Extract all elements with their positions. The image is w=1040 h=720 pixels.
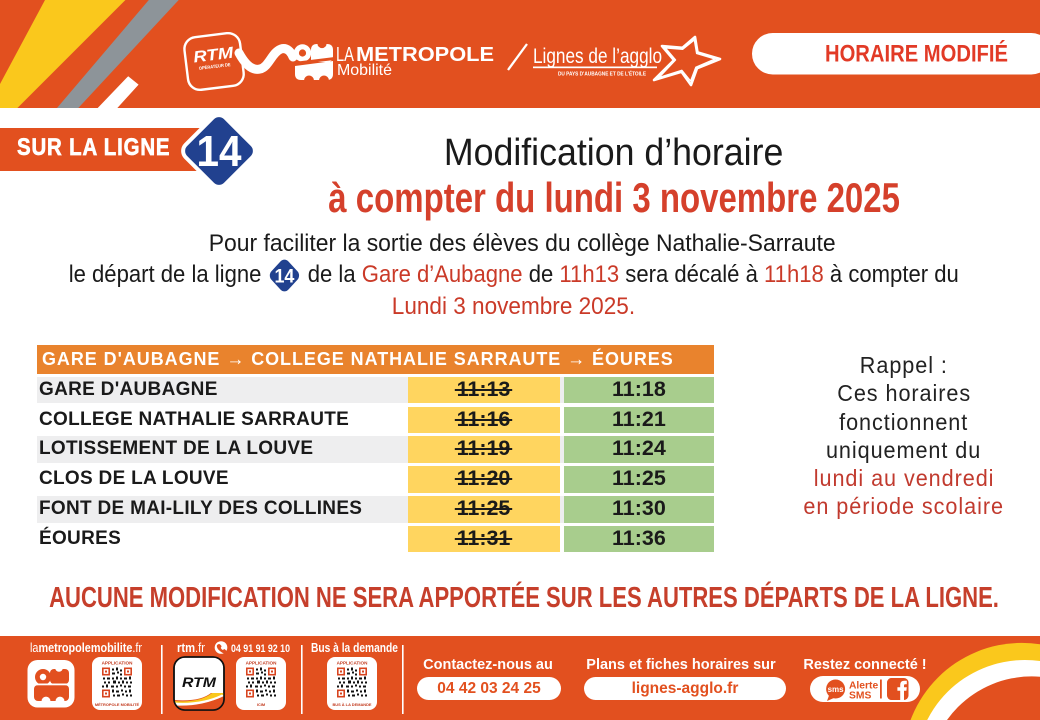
svg-text:Lignes de l’agglo: Lignes de l’agglo: [533, 45, 662, 68]
svg-text:14: 14: [275, 265, 296, 287]
svg-text:LA: LA: [336, 43, 354, 66]
svg-text:14: 14: [197, 127, 242, 176]
svg-text:SMS: SMS: [849, 690, 871, 701]
svg-text:MÉTROPOLE MOBILITÉ: MÉTROPOLE MOBILITÉ: [95, 702, 140, 707]
svg-text:OPÉRATEUR DE: OPÉRATEUR DE: [198, 60, 231, 71]
svg-text:HORAIRE MODIFIÉ: HORAIRE MODIFIÉ: [825, 40, 1008, 68]
svg-text:RTM: RTM: [182, 674, 216, 690]
svg-text:DU PAYS D’AUBAGNE ET DE L’ÉTOI: DU PAYS D’AUBAGNE ET DE L’ÉTOILE: [558, 70, 646, 78]
svg-text:BUS À LA DEMANDE: BUS À LA DEMANDE: [333, 702, 372, 707]
svg-text:RTM: RTM: [192, 45, 235, 67]
svg-text:METROPOLE: METROPOLE: [356, 43, 494, 66]
svg-text:sms: sms: [828, 685, 845, 694]
svg-text:lametropolemobilite.fr: lametropolemobilite.fr: [30, 640, 143, 655]
svg-text:rtm.fr: rtm.fr: [177, 640, 206, 655]
svg-text:Mobilité: Mobilité: [337, 62, 392, 79]
svg-text:Alerte: Alerte: [849, 680, 878, 691]
svg-text:ICIM: ICIM: [257, 702, 265, 707]
svg-text:04 91 91 92 10: 04 91 91 92 10: [231, 643, 290, 655]
svg-text:Bus à la demande: Bus à la demande: [311, 640, 398, 655]
